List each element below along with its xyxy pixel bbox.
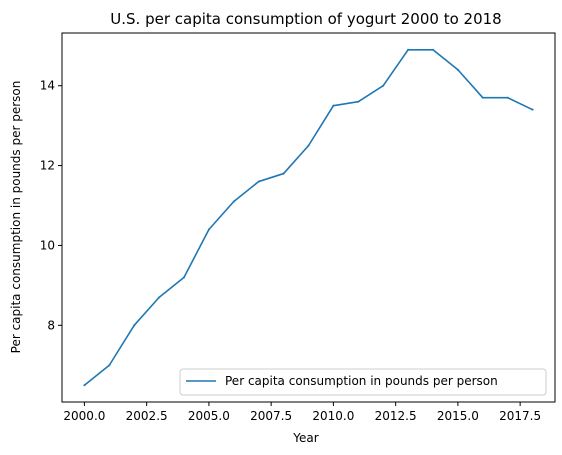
- x-tick-label: 2017.5: [499, 409, 541, 423]
- data-point: [407, 48, 410, 51]
- x-axis-ticks: 2000.0 2002.5 2005.0 2007.5 2010.0 2012.5 2015…: [63, 402, 541, 423]
- data-point: [158, 296, 161, 299]
- data-point: [307, 144, 310, 147]
- series-line: [83, 48, 533, 386]
- x-tick-label: 2010.0: [312, 409, 354, 423]
- x-tick-label: 2000.0: [63, 409, 105, 423]
- x-tick-label: 2005.0: [188, 409, 230, 423]
- x-axis-label: Year: [292, 431, 318, 445]
- data-point: [382, 84, 385, 87]
- data-point: [257, 180, 260, 183]
- plot-frame: [61, 32, 556, 403]
- data-point: [431, 48, 434, 51]
- x-tick-label: 2007.5: [250, 409, 292, 423]
- data-point: [133, 324, 136, 327]
- data-point: [183, 276, 186, 279]
- data-point: [506, 96, 509, 99]
- y-axis-ticks: 8 10 12 14: [40, 79, 62, 332]
- x-tick-label: 2015.0: [437, 409, 479, 423]
- y-tick-label: 10: [40, 238, 55, 252]
- y-axis-label: Per capita consumption in pounds per per…: [9, 81, 23, 354]
- data-point: [481, 96, 484, 99]
- legend-frame: [179, 368, 547, 396]
- data-point: [531, 108, 534, 111]
- x-tick-label: 2002.5: [126, 409, 168, 423]
- data-point: [83, 384, 86, 387]
- chart-title: U.S. per capita consumption of yogurt 20…: [110, 10, 501, 28]
- data-point: [332, 104, 335, 107]
- legend: Per capita consumption in pounds per per…: [179, 368, 547, 396]
- data-point: [108, 364, 111, 367]
- legend-entry-label: Per capita consumption in pounds per per…: [225, 374, 498, 388]
- y-tick-label: 12: [40, 159, 55, 173]
- data-point: [456, 68, 459, 71]
- y-tick-label: 14: [40, 79, 55, 93]
- x-tick-label: 2012.5: [375, 409, 417, 423]
- data-point: [232, 200, 235, 203]
- data-point: [357, 100, 360, 103]
- series-group: [83, 48, 534, 387]
- data-point: [282, 172, 285, 175]
- data-point: [207, 228, 210, 231]
- y-tick-label: 8: [47, 318, 55, 332]
